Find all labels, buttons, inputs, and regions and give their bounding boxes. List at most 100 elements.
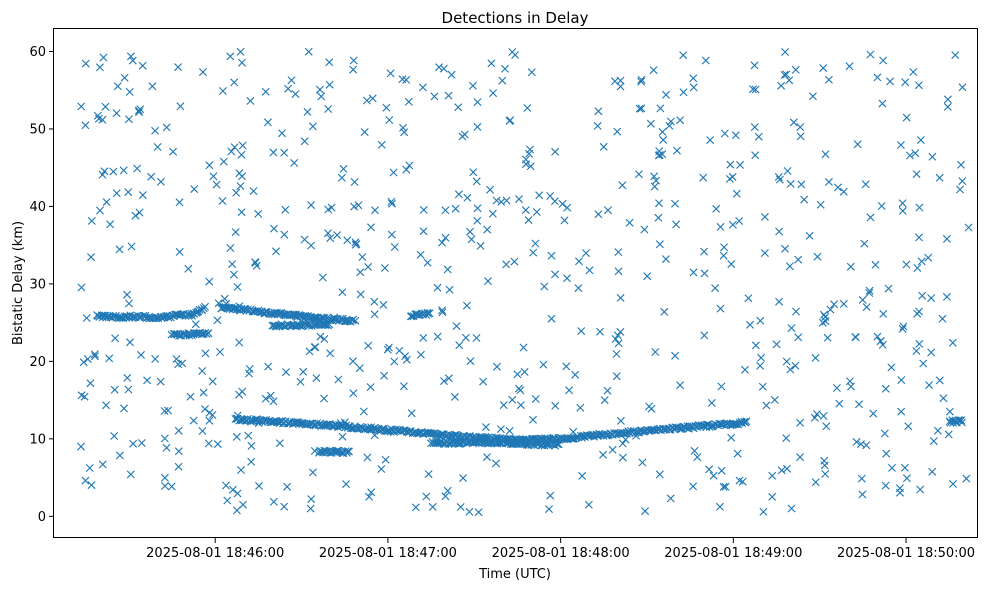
data-point xyxy=(77,391,86,400)
data-point xyxy=(582,249,590,258)
data-point xyxy=(574,284,583,293)
data-point xyxy=(611,335,620,343)
data-point xyxy=(794,333,803,342)
data-point xyxy=(717,382,726,391)
data-point xyxy=(800,195,809,204)
data-point xyxy=(717,466,726,475)
data-point xyxy=(187,309,196,318)
data-point xyxy=(472,177,481,186)
data-point xyxy=(477,437,486,446)
data-point xyxy=(198,367,207,375)
data-point xyxy=(283,482,292,491)
data-point xyxy=(898,199,907,208)
data-point xyxy=(758,382,767,391)
data-point xyxy=(441,233,450,242)
data-point xyxy=(244,431,253,440)
data-point xyxy=(380,264,389,272)
data-point xyxy=(749,85,757,94)
data-point xyxy=(915,233,923,242)
data-point xyxy=(650,182,659,191)
data-point xyxy=(349,65,358,74)
data-point xyxy=(508,395,517,404)
data-point xyxy=(208,377,217,386)
data-point xyxy=(77,102,86,111)
data-point xyxy=(502,196,511,205)
data-point xyxy=(174,426,183,435)
y-tick-label: 60 xyxy=(29,45,46,60)
data-point xyxy=(489,89,498,98)
data-point xyxy=(462,301,471,310)
x-tick-label: 2025-08-01 18:47:00 xyxy=(319,546,457,561)
data-point xyxy=(822,422,831,431)
data-point xyxy=(343,447,352,456)
data-point xyxy=(871,260,880,269)
data-point xyxy=(666,494,675,503)
x-tick-label: 2025-08-01 18:49:00 xyxy=(664,546,802,561)
data-point xyxy=(81,59,90,68)
data-point xyxy=(577,327,586,336)
y-tick-label: 10 xyxy=(29,432,46,447)
data-point xyxy=(124,115,133,124)
data-point xyxy=(306,504,315,513)
data-point xyxy=(821,470,830,478)
data-point xyxy=(783,464,791,473)
data-point xyxy=(823,333,832,342)
data-point xyxy=(398,75,407,84)
data-point xyxy=(468,81,477,90)
data-point xyxy=(796,132,805,141)
data-point xyxy=(160,473,169,482)
y-tick-label: 0 xyxy=(38,510,46,525)
data-point xyxy=(760,249,769,257)
data-point xyxy=(98,115,107,124)
data-point xyxy=(235,338,244,347)
data-point xyxy=(650,172,659,181)
data-point xyxy=(174,447,183,456)
data-point xyxy=(603,386,612,395)
data-point xyxy=(349,315,358,324)
data-point xyxy=(898,206,907,215)
data-point xyxy=(796,123,805,132)
data-point xyxy=(444,91,453,100)
data-point xyxy=(772,340,781,349)
data-point xyxy=(129,439,138,448)
data-point xyxy=(860,239,869,248)
data-point xyxy=(782,357,791,366)
marker-layer xyxy=(77,47,973,517)
data-point xyxy=(510,257,519,266)
data-point xyxy=(600,396,609,405)
data-point xyxy=(333,446,341,455)
data-point xyxy=(112,109,121,118)
data-point xyxy=(467,235,476,244)
data-point xyxy=(785,262,794,271)
data-point xyxy=(614,248,623,257)
data-point xyxy=(356,290,365,299)
data-point xyxy=(915,203,924,212)
data-point xyxy=(796,453,805,462)
data-point xyxy=(269,397,278,406)
data-point xyxy=(576,403,585,412)
data-point xyxy=(756,361,765,370)
plot-frame xyxy=(53,28,978,538)
data-point xyxy=(927,348,936,357)
data-point xyxy=(780,70,789,79)
data-point xyxy=(363,453,372,462)
data-point xyxy=(198,68,207,77)
data-point xyxy=(774,173,783,181)
data-point xyxy=(638,458,647,467)
data-point xyxy=(797,180,806,189)
data-point xyxy=(233,283,242,291)
data-point xyxy=(342,480,351,489)
data-point xyxy=(228,485,237,494)
data-point xyxy=(599,450,607,459)
data-point xyxy=(637,75,646,84)
data-point xyxy=(511,51,520,59)
data-point xyxy=(735,217,744,225)
data-point xyxy=(98,170,107,179)
data-point xyxy=(338,432,347,441)
data-point xyxy=(416,310,425,319)
data-point xyxy=(712,204,721,213)
data-point xyxy=(720,129,729,138)
data-point xyxy=(127,242,136,251)
data-point xyxy=(316,419,325,428)
data-point xyxy=(736,160,745,169)
